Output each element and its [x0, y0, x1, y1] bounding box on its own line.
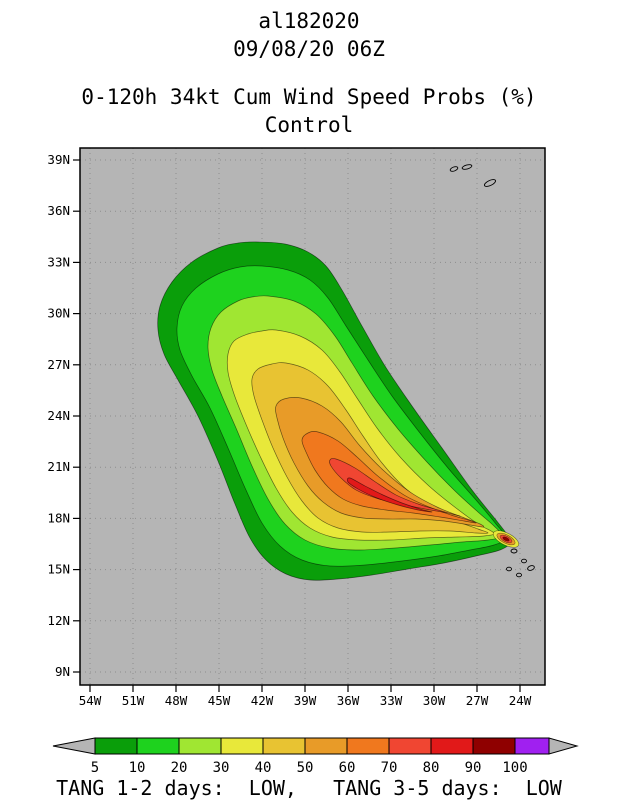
colorbar-segment-40 [262, 737, 306, 755]
lon-label: 36W [337, 693, 360, 708]
tang-summary: TANG 1-2 days: LOW, TANG 3-5 days: LOW [56, 776, 562, 800]
map-layers [80, 148, 545, 685]
lat-label: 27N [47, 357, 70, 372]
lat-label: 12N [47, 613, 70, 628]
lon-label: 30W [423, 693, 446, 708]
contour-60pct [301, 431, 477, 524]
probability-colorbar: 5 10 20 30 40 50 60 70 80 90 100 [52, 737, 579, 776]
lat-label: 39N [47, 152, 70, 167]
colorbar-label: 20 [171, 760, 188, 776]
ensemble-member-label: Control [264, 113, 354, 137]
colorbar-segment-100plus [514, 737, 550, 755]
island-cabo-verde-4 [506, 566, 512, 572]
colorbar-left-arrow [52, 737, 96, 755]
lat-label: 18N [47, 510, 70, 525]
colorbar-segment-30 [220, 737, 264, 755]
lon-label: 33W [380, 693, 403, 708]
lat-label: 9N [55, 664, 70, 679]
colorbar-label: 80 [423, 760, 440, 776]
island-cabo-verde-3 [527, 565, 535, 571]
lon-label: 45W [208, 693, 231, 708]
lat-label: 21N [47, 459, 70, 474]
colorbar-segment-70 [388, 737, 432, 755]
contour-80pct [346, 477, 433, 513]
lon-label: 42W [251, 693, 274, 708]
colorbar-label: 60 [339, 760, 356, 776]
colorbar-label: 90 [465, 760, 482, 776]
lon-label: 54W [79, 693, 102, 708]
colorbar-label: 100 [502, 760, 527, 776]
tip-band-3 [502, 536, 510, 542]
colorbar-segment-20 [178, 737, 222, 755]
island-cabo-verde-1 [510, 548, 518, 554]
island-azores-3 [484, 179, 496, 187]
lat-label: 15N [47, 562, 70, 577]
colorbar-label: 40 [255, 760, 272, 776]
storm-id: al182020 [258, 9, 360, 33]
lon-label: 27W [466, 693, 489, 708]
colorbar-segment-60 [346, 737, 390, 755]
lat-label: 36N [47, 203, 70, 218]
lat-label: 30N [47, 306, 70, 321]
colorbar-right-arrow [548, 737, 579, 755]
island-cabo-verde-2 [521, 558, 527, 564]
lon-label: 39W [294, 693, 317, 708]
contour-70pct [329, 458, 461, 517]
island-azores-2 [461, 164, 473, 170]
colorbar-segment-80 [430, 737, 474, 755]
lon-label: 24W [509, 693, 532, 708]
product-title: 0-120h 34kt Cum Wind Speed Probs (%) [81, 85, 537, 109]
island-cabo-verde-5 [516, 572, 522, 578]
lon-label: 51W [122, 693, 145, 708]
init-datetime: 09/08/20 06Z [233, 37, 385, 61]
lat-label: 33N [47, 254, 70, 269]
colorbar-segment-5 [94, 737, 138, 755]
island-azores-1 [449, 166, 459, 172]
colorbar-segment-50 [304, 737, 348, 755]
colorbar-label: 30 [213, 760, 230, 776]
colorbar-label: 10 [129, 760, 146, 776]
colorbar-label: 70 [381, 760, 398, 776]
colorbar-label: 50 [297, 760, 314, 776]
lat-label: 24N [47, 408, 70, 423]
colorbar-segment-90 [472, 737, 516, 755]
probability-map: 39N 36N 33N 30N 27N 24N 21N 18N 15N 12N 9N 54W 51W 48… [47, 147, 546, 708]
lon-label: 48W [165, 693, 188, 708]
colorbar-label: 5 [91, 760, 99, 776]
contour-50pct [275, 397, 485, 528]
colorbar-segment-10 [136, 737, 180, 755]
